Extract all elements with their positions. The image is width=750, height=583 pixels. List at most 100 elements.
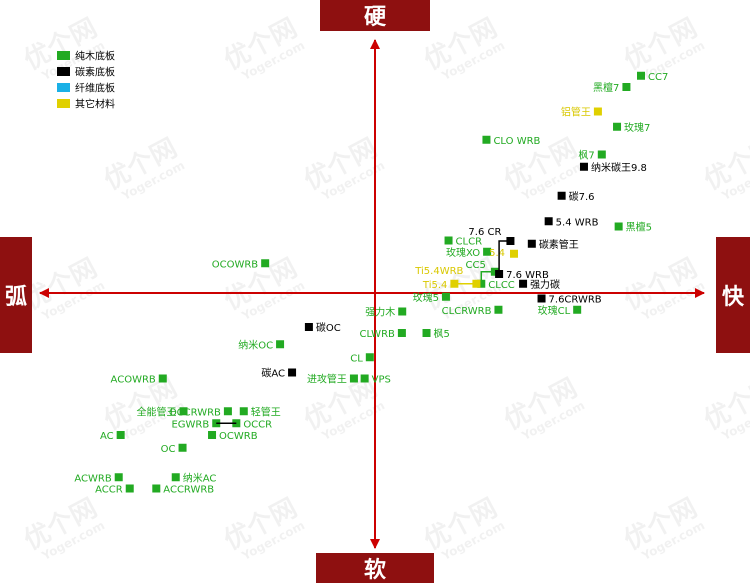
point-枫5: [422, 329, 431, 337]
point-label-OC: OC: [161, 444, 176, 455]
point-label-纳米OC: 纳米OC: [238, 338, 273, 351]
point-纳米OC: [276, 340, 285, 349]
point-label-OCWRB: OCWRB: [219, 431, 258, 442]
point-label-CLCR: CLCR: [456, 237, 483, 248]
point-枫7: [597, 150, 606, 159]
point-label-OCCR: OCCR: [243, 419, 272, 430]
connector-cc5: [480, 271, 495, 284]
point-label-CLCRWRB: CLCRWRB: [442, 306, 492, 317]
point-label-CC5: CC5: [466, 260, 486, 271]
point-CLWRB: [397, 329, 406, 337]
point-label-强力碳: 强力碳: [530, 278, 560, 291]
point-CL: [365, 353, 374, 362]
point-label-OCCRWRB: OCCRWRB: [169, 407, 221, 418]
point-label-碳素管王: 碳素管王: [539, 238, 579, 251]
point-label-铝管王: 铝管王: [561, 106, 591, 119]
point-label-VPS: VPS: [372, 375, 391, 386]
point-label-CLWRB: CLWRB: [360, 329, 395, 340]
point-玫瑰5: [441, 292, 450, 301]
point-label-5.4 WRB: 5.4 WRB: [556, 217, 599, 228]
point-CC7: [637, 71, 646, 80]
point-VPS: [360, 374, 369, 383]
point-CLCRWRB: [494, 305, 503, 314]
point-ACWRB: [114, 473, 123, 482]
point-label-ACOWRB: ACOWRB: [111, 375, 156, 386]
point-OCCRWRB: [223, 407, 232, 416]
point-label-碳AC: 碳AC: [261, 367, 285, 380]
point-label-玫瑰XO: 玫瑰XO: [446, 246, 480, 259]
point-label-枫7: 枫7: [578, 149, 594, 162]
point-5.4: [509, 249, 518, 258]
legend-label-carbon: 碳素底板: [75, 66, 115, 79]
point-CLCR: [444, 236, 453, 245]
legend-label-wood: 纯木底板: [75, 50, 115, 63]
axis-label-hard: 硬: [364, 5, 387, 30]
point-label-7.6 WRB: 7.6 WRB: [506, 270, 549, 281]
point-轻管王: [239, 407, 248, 416]
point-label-CL: CL: [350, 353, 363, 364]
point-ACCRWRB: [152, 484, 161, 493]
point-全能管王: [179, 407, 188, 416]
point-玫瑰7: [613, 122, 622, 131]
point-强力木: [398, 307, 407, 316]
legend-swatch-wood: [57, 51, 70, 60]
point-强力碳: [519, 279, 528, 288]
point-label-OCOWRB: OCOWRB: [212, 259, 259, 270]
legend-swatch-other: [57, 99, 70, 108]
point-CLO WRB: [482, 135, 491, 144]
legend-swatch-fiber: [57, 83, 70, 92]
point-label-枫5: 枫5: [434, 327, 450, 340]
point-label-碳7.6: 碳7.6: [569, 190, 595, 203]
point-label-5.4: 5.4: [489, 248, 505, 259]
point-OCWRB: [208, 431, 217, 439]
point-label-玫瑰CL: 玫瑰CL: [538, 304, 571, 317]
point-AC: [116, 431, 125, 439]
legend-label-fiber: 纤维底板: [75, 82, 115, 95]
point-黑檀5: [614, 222, 623, 231]
point-碳OC: [304, 323, 313, 331]
point-玫瑰XO: [483, 247, 492, 256]
point-label-强力木: 强力木: [365, 306, 395, 319]
axis-label-arc: 弧: [5, 284, 27, 310]
axis-label-hard-box: [320, 0, 430, 31]
point-ACCR: [125, 484, 134, 493]
point-label-玫瑰7: 玫瑰7: [624, 121, 650, 134]
point-OCOWRB: [261, 259, 270, 268]
point-碳7.6: [557, 191, 566, 200]
point-碳AC: [288, 368, 297, 377]
point-label-全能管王: 全能管王: [137, 405, 177, 418]
point-label-Ti5.4: Ti5.4: [422, 280, 447, 291]
legend-label-other: 其它材料: [75, 98, 115, 111]
point-label-碳OC: 碳OC: [316, 321, 341, 334]
point-碳素管王: [527, 239, 536, 248]
point-label-进攻管王: 进攻管王: [307, 373, 347, 386]
point-label-CC7: CC7: [648, 72, 668, 83]
point-label-ACCRWRB: ACCRWRB: [163, 485, 214, 496]
axis-label-soft-box: [316, 553, 434, 583]
point-OC: [178, 443, 187, 452]
point-label-CLO WRB: CLO WRB: [493, 136, 540, 147]
axis-label-fast: 快: [722, 285, 745, 310]
point-label-7.6CRWRB: 7.6CRWRB: [549, 295, 602, 306]
point-label-7.6 CR: 7.6 CR: [468, 227, 501, 238]
point-label-EGWRB: EGWRB: [171, 419, 209, 430]
point-5.4 WRB: [544, 217, 553, 226]
point-label-黑檀7: 黑檀7: [593, 81, 619, 94]
point-ACOWRB: [158, 374, 167, 383]
point-纳米AC: [171, 473, 180, 482]
legend-swatch-carbon: [57, 67, 70, 76]
point-label-纳米AC: 纳米AC: [183, 471, 217, 484]
point-label-玫瑰5: 玫瑰5: [413, 291, 439, 304]
connector-7.6cr: [498, 240, 511, 274]
axis-label-fast-box: [716, 237, 750, 353]
point-label-轻管王: 轻管王: [251, 405, 281, 418]
point-7.6CRWRB: [537, 294, 546, 303]
axis-label-soft: 软: [364, 557, 386, 583]
point-label-CLCC: CLCC: [488, 280, 515, 291]
point-玫瑰CL: [573, 305, 582, 314]
point-label-AC: AC: [100, 431, 114, 442]
point-铝管王: [593, 107, 602, 116]
point-label-ACWRB: ACWRB: [74, 473, 111, 484]
